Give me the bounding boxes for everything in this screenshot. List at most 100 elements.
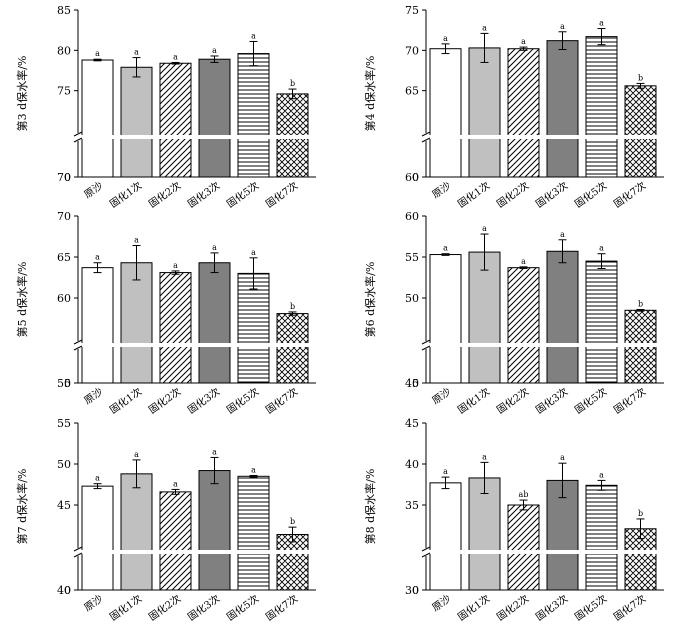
bar-2-5	[585, 36, 618, 178]
bar-5-3	[159, 491, 192, 591]
category-label-3-6: 固化7次	[263, 385, 300, 417]
bar-6-2	[468, 477, 501, 591]
bar-2-4	[546, 40, 579, 178]
significance-label-3-6: b	[290, 302, 295, 311]
significance-label-1-5: a	[251, 31, 256, 40]
y-tick-label-1-5: 85	[57, 4, 71, 17]
axis-break-gap-2	[427, 135, 665, 139]
axis-break-gap-5	[79, 550, 317, 554]
y-tick-label-4-2: 45	[405, 377, 419, 390]
significance-label-5-2: a	[134, 450, 139, 459]
y-tick-label-3-4: 65	[57, 251, 71, 264]
significance-label-2-4: a	[560, 22, 565, 31]
y-tick-label-5-2: 40	[57, 584, 71, 597]
y-tick-label-4-5: 60	[405, 210, 419, 223]
significance-label-1-6: b	[290, 79, 295, 88]
category-label-5-3: 固化2次	[146, 592, 183, 624]
y-tick-label-1-3: 75	[57, 85, 71, 98]
category-label-4-5: 固化5次	[572, 385, 609, 417]
category-label-2-2: 固化1次	[455, 179, 492, 211]
axis-break-mark-lower-2	[421, 137, 431, 143]
category-label-4-6: 固化7次	[611, 385, 648, 417]
bar-5-4	[198, 470, 231, 591]
bar-4-1	[429, 254, 462, 384]
category-label-6-5: 固化5次	[572, 592, 609, 624]
bar-6-1	[429, 482, 462, 591]
significance-label-2-2: a	[482, 23, 487, 32]
category-label-4-3: 固化2次	[494, 385, 531, 417]
significance-label-5-4: a	[212, 447, 217, 456]
bar-1-2	[120, 66, 153, 178]
category-label-4-4: 固化3次	[533, 385, 570, 417]
bar-3-6	[276, 313, 309, 384]
y-tick-label-6-2: 30	[405, 584, 419, 597]
bar-5-1	[81, 485, 114, 591]
y-axis-title-2: 第4 d保水率/%	[363, 56, 377, 132]
y-tick-label-4-3: 50	[405, 292, 419, 305]
significance-label-5-1: a	[95, 474, 100, 483]
significance-label-5-5: a	[251, 465, 256, 474]
y-tick-label-4-1: 0	[412, 377, 419, 390]
y-tick-label-6-1: 0	[412, 584, 419, 597]
y-tick-label-1-1: 0	[64, 171, 71, 184]
bar-2-3	[507, 48, 540, 178]
category-label-1-5: 固化5次	[224, 179, 261, 211]
category-label-1-3: 固化2次	[146, 179, 183, 211]
significance-label-3-4: a	[212, 243, 217, 252]
bar-3-2	[120, 262, 153, 384]
y-tick-label-2-2: 60	[405, 171, 419, 184]
bar-2-1	[429, 48, 462, 178]
significance-label-4-3: a	[521, 257, 526, 266]
bar-1-1	[81, 59, 114, 178]
y-tick-label-6-5: 45	[405, 417, 419, 430]
category-label-6-1: 原沙	[430, 593, 453, 614]
chart-panel-2: a a a a a b 060 65 70 75 原沙 固化1次 固化2次 固化3次 固化5次 固化7次 第4 …	[363, 4, 665, 210]
category-label-3-4: 固化3次	[185, 385, 222, 417]
significance-label-5-6: b	[290, 517, 295, 526]
bar-4-2	[468, 251, 501, 384]
significance-label-6-2: a	[482, 452, 487, 461]
category-label-2-6: 固化7次	[611, 179, 648, 211]
category-label-4-1: 原沙	[430, 386, 453, 407]
significance-label-2-6: b	[638, 73, 643, 82]
bar-3-3	[159, 272, 192, 384]
category-label-1-4: 固化3次	[185, 179, 222, 211]
y-tick-label-6-4: 40	[405, 458, 419, 471]
bar-1-3	[159, 62, 192, 178]
bar-3-5	[237, 272, 270, 384]
category-label-3-3: 固化2次	[146, 385, 183, 417]
category-label-6-3: 固化2次	[494, 592, 531, 624]
category-label-3-1: 原沙	[82, 386, 105, 407]
category-label-5-2: 固化1次	[107, 592, 144, 624]
significance-label-6-4: a	[560, 453, 565, 462]
significance-label-2-3: a	[521, 37, 526, 46]
bar-1-4	[198, 58, 231, 178]
y-axis-title-4: 第6 d保水率/%	[363, 262, 377, 338]
axis-break-mark-upper-4	[421, 339, 431, 345]
y-tick-label-2-3: 65	[405, 85, 419, 98]
bar-5-2	[120, 473, 153, 591]
y-tick-label-3-3: 60	[57, 292, 71, 305]
axis-break-mark-lower-1	[73, 137, 83, 143]
significance-label-1-4: a	[212, 46, 217, 55]
category-label-1-2: 固化1次	[107, 179, 144, 211]
significance-label-4-2: a	[482, 224, 487, 233]
y-tick-label-1-4: 80	[57, 44, 71, 57]
axis-break-mark-upper-3	[73, 339, 83, 345]
bar-6-3	[507, 504, 540, 591]
y-tick-label-5-1: 0	[64, 584, 71, 597]
category-label-2-4: 固化3次	[533, 179, 570, 211]
bar-3-4	[198, 262, 231, 384]
axis-break-gap-4	[427, 343, 665, 347]
significance-label-4-5: a	[599, 244, 604, 253]
y-tick-label-2-4: 70	[405, 44, 419, 57]
axis-break-mark-lower-5	[73, 552, 83, 558]
category-label-5-5: 固化5次	[224, 592, 261, 624]
bar-2-2	[468, 47, 501, 178]
significance-label-6-1: a	[443, 467, 448, 476]
axis-break-mark-lower-6	[421, 552, 431, 558]
category-label-5-1: 原沙	[82, 593, 105, 614]
chart-panel-1: a a a a a b 070 75 80 85 原沙 固化1次 固化2次 固化3次 固化5次 固化7次 第3 …	[15, 4, 317, 210]
